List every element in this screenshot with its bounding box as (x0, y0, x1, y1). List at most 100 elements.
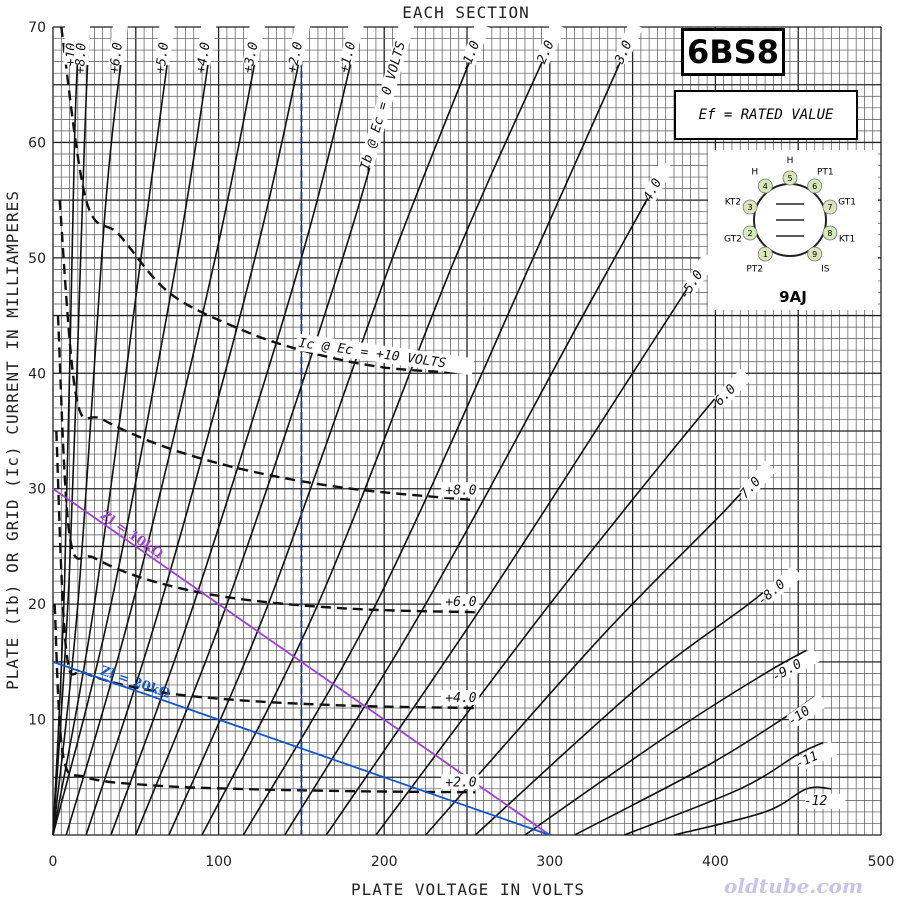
grid-current-curve (58, 200, 476, 502)
pin-number: 4 (763, 182, 768, 191)
plate-curve-label: +8.0 (73, 42, 89, 74)
pin-circle (807, 178, 823, 194)
x-tick-label: 300 (536, 854, 563, 870)
curve-label-bg (738, 460, 777, 501)
pin-circle (822, 225, 838, 241)
plate-curve (325, 257, 708, 836)
grid-current-label: +4.0 (445, 691, 476, 706)
x-axis-title: PLATE VOLTAGE IN VOLTS (351, 880, 585, 899)
curve-label-bg (786, 693, 828, 729)
plate-curve (52, 26, 81, 836)
plate-curve (524, 649, 807, 836)
plate-curve (110, 26, 361, 836)
curve-label-bg (242, 23, 266, 66)
grid-current-label-bg (441, 690, 480, 706)
curve-label-bg (339, 22, 364, 66)
plate-curve (52, 26, 215, 836)
y-axis-title: PLATE (Ib) OR GRID (Ic) CURRENT IN MILLI… (3, 190, 22, 690)
tube-name: 6BS8 (687, 33, 779, 71)
chart-title: EACH SECTION (402, 3, 530, 22)
plate-curve-label: +1.0 (337, 40, 359, 74)
x-tick-label: 400 (702, 854, 729, 870)
curve-label-bg (73, 24, 91, 66)
curve-label-bg (681, 252, 717, 295)
pin-circle (822, 199, 838, 215)
pin-number: 9 (812, 250, 817, 259)
plate-curve (624, 741, 824, 836)
heater-note: Ef = RATED VALUE (698, 107, 834, 123)
x-tick-label: 0 (49, 854, 58, 870)
pin-label: KT1 (839, 235, 855, 245)
curve-label-bg (777, 647, 821, 681)
plate-curve (284, 165, 667, 836)
plate-curve-label: +3.0 (241, 41, 262, 75)
y-tick-label: 60 (28, 135, 46, 151)
pin-number: 5 (787, 174, 792, 183)
pin-label: GT1 (838, 197, 856, 207)
curve-label-bg (535, 22, 566, 65)
y-tick-label: 20 (28, 597, 46, 613)
pin-number: 6 (812, 182, 817, 191)
plate-curve-label: +6.0 (107, 42, 125, 75)
pin-circle (742, 225, 758, 241)
curve-label-bg (195, 23, 217, 66)
pin-label: PT2 (746, 265, 763, 275)
x-tick-label: 100 (205, 854, 232, 870)
curve-label-bg (761, 565, 803, 603)
grid-current-curve (60, 26, 476, 375)
axis-ticks: 0 100 200 300 400 500 10 20 30 40 50 60 70 (28, 20, 894, 870)
plate-curve-label: -12 (804, 794, 828, 809)
plate-curve-label: +4.0 (194, 41, 214, 74)
grid-current-label: +2.0 (445, 775, 476, 790)
curve-label-bg (805, 793, 846, 809)
curve-label-bg (461, 22, 490, 65)
curve-label-bg (154, 23, 175, 66)
plate-curve-label: -3.0 (609, 38, 635, 73)
plate-curve (52, 26, 127, 836)
curve-label-bg (713, 368, 752, 408)
curve-label-bg (286, 23, 311, 66)
x-tick-label: 200 (371, 854, 398, 870)
y-tick-label: 10 (28, 713, 46, 729)
grid-current-curve (56, 315, 476, 614)
curve-label-bg (794, 741, 838, 772)
pin-circle (757, 246, 773, 262)
pin-label: PT1 (817, 167, 834, 177)
pin-circle (807, 246, 823, 262)
pin-number: 8 (827, 229, 832, 238)
load-line (52, 661, 551, 836)
plate-curve-label: +2.0 (285, 40, 306, 74)
pin-label: H (787, 156, 794, 166)
pin-number: 2 (748, 229, 753, 238)
pin-label: KT2 (725, 197, 741, 207)
grid-current-curve (53, 604, 476, 794)
base-diagram: 1 PT2 2 GT2 3 KT2 4 H 5 H 6 PT1 7 GT1 8 KT1 9 IS 9AJ (708, 150, 878, 310)
y-tick-label: 30 (28, 482, 46, 498)
grid-current-label-bg (441, 594, 480, 610)
plate-curve-label: -2.0 (531, 38, 557, 73)
pin-label: IS (821, 265, 830, 275)
grid-current-label: +8.0 (445, 483, 476, 498)
plate-curve (425, 465, 766, 836)
x-tick-label: 500 (868, 854, 895, 870)
grid-current-label-bg (441, 482, 480, 498)
curve-label-bg (612, 22, 643, 65)
grid-current-label-bg (441, 774, 480, 790)
y-tick-label: 70 (28, 20, 46, 36)
plate-curve (65, 26, 263, 836)
base-electrodes (776, 203, 804, 237)
grid-current-curve (55, 430, 476, 710)
plate-curve (242, 26, 637, 836)
pin-circle (757, 178, 773, 194)
curve-label-bg (108, 23, 128, 66)
curve-label-bg (641, 160, 674, 203)
grid-current-curves (53, 26, 476, 794)
plate-curve-label: Ib @ Ec = 0 VOLTS (358, 40, 409, 172)
pin-number: 1 (763, 250, 768, 259)
pin-number: 3 (748, 203, 753, 212)
pin-label: GT2 (724, 235, 742, 245)
pin-number: 7 (827, 203, 832, 212)
plate-curve (201, 26, 559, 836)
